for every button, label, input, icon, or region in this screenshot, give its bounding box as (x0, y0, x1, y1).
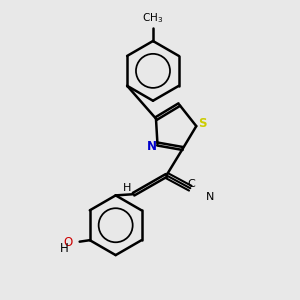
Text: H: H (59, 242, 68, 255)
Text: N: N (146, 140, 157, 153)
Text: C: C (187, 179, 195, 189)
Text: H: H (123, 183, 131, 193)
Text: O: O (64, 236, 73, 249)
Text: N: N (206, 193, 214, 202)
Text: CH$_3$: CH$_3$ (142, 11, 164, 25)
Text: S: S (198, 117, 207, 130)
